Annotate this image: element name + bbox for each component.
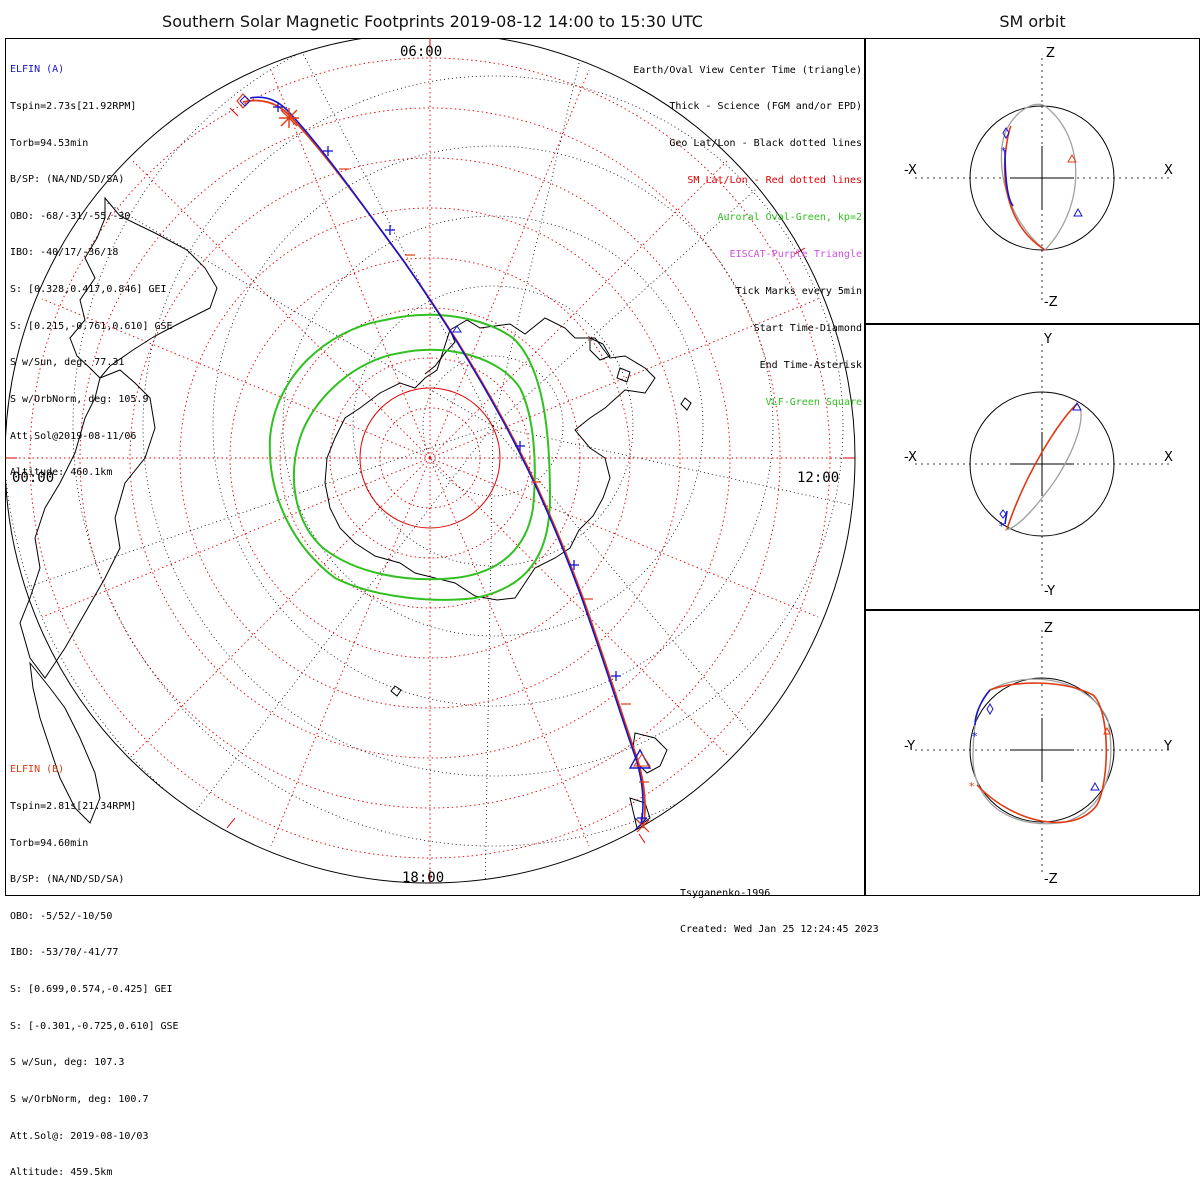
auroral-oval-inner bbox=[292, 349, 536, 581]
elfin-b-line: Tspin=2.81s[21.34RPM] bbox=[10, 801, 137, 813]
legend-oval: Auroral Oval-Green, kp=2 bbox=[717, 212, 863, 224]
footprint-polar-plot bbox=[5, 38, 865, 896]
elfin-b-line: S: [-0.301,-0.725,0.610] GSE bbox=[10, 1020, 179, 1032]
elfin-b-track bbox=[242, 99, 646, 829]
elfin-a-line: B/SP: (NA/ND/SD/SA) bbox=[10, 174, 125, 186]
panel-yz-top-label: Z bbox=[1044, 621, 1053, 636]
elfin-b-line: Torb=94.60min bbox=[10, 837, 89, 849]
orbit-panel-xy: * bbox=[865, 324, 1200, 610]
orbit-panel-yz: * * bbox=[865, 610, 1200, 896]
panel-yz-asterisk-a: * bbox=[972, 730, 978, 743]
legend-end: End Time-Asterisk bbox=[759, 359, 862, 371]
panel-xy-left-label: -X bbox=[904, 450, 917, 465]
panel-yz-left-label: -Y bbox=[904, 739, 916, 754]
time-label-1800: 18:00 bbox=[402, 870, 445, 886]
center-pole-marker bbox=[452, 325, 462, 333]
time-label-0600: 06:00 bbox=[400, 44, 443, 60]
panel-xz-left-label: -X bbox=[904, 163, 917, 178]
elfin-a-start-diamond bbox=[239, 95, 251, 107]
elfin-b-line: S w/OrbNorm, deg: 100.7 bbox=[10, 1093, 149, 1105]
elfin-a-name: ELFIN (A) bbox=[10, 64, 65, 76]
islands bbox=[390, 337, 692, 697]
new-zealand-coastline bbox=[629, 732, 668, 829]
elfin-a-line: S w/OrbNorm, deg: 105.9 bbox=[10, 393, 149, 405]
elfin-b-line: S w/Sun, deg: 107.3 bbox=[10, 1057, 125, 1069]
panel-xy-asterisk: * bbox=[999, 520, 1005, 533]
time-label-1200: 12:00 bbox=[797, 470, 840, 486]
elfin-b-info: ELFIN (B) Tspin=2.81s[21.34RPM] Torb=94.… bbox=[10, 740, 179, 1192]
orbit-panel-xz: * bbox=[865, 38, 1200, 324]
legend-thick: Thick - Science (FGM and/or EPD) bbox=[669, 101, 862, 113]
elfin-a-line: Altitude: 460.1km bbox=[10, 467, 113, 479]
legend-center-time: Earth/Oval View Center Time (triangle) bbox=[633, 64, 862, 76]
credit-model: Tsyganenko-1996 bbox=[680, 888, 771, 899]
legend-sm: SM Lat/Lon - Red dotted lines bbox=[687, 175, 862, 187]
elfin-a-line: Torb=94.53min bbox=[10, 137, 89, 149]
elfin-a-track bbox=[249, 96, 644, 825]
credit: Tsyganenko-1996 Created: Wed Jan 25 12:2… bbox=[680, 864, 879, 948]
africa-coastline bbox=[19, 369, 156, 679]
panel-xy-bottom-label: -Y bbox=[1044, 584, 1056, 599]
elfin-b-start-asterisk bbox=[279, 108, 299, 128]
panel-xy-top-label: Y bbox=[1044, 332, 1052, 347]
elfin-a-line: Att.Sol@2019-08-11/06 bbox=[10, 430, 137, 442]
panel-yz-bottom-label: -Z bbox=[1044, 872, 1058, 887]
panel-xz-asterisk: * bbox=[1001, 146, 1006, 157]
elfin-b-line: Altitude: 459.5km bbox=[10, 1167, 113, 1179]
antarctic-peninsula bbox=[424, 329, 456, 375]
sm-grid bbox=[5, 38, 855, 883]
credit-created: Created: Wed Jan 25 12:24:45 2023 bbox=[680, 924, 879, 935]
elfin-b-line: IBO: -53/70/-41/77 bbox=[10, 947, 119, 959]
legend-start: Start Time-Diamond bbox=[753, 322, 862, 334]
elfin-a-line: IBO: -40/17/-36/18 bbox=[10, 247, 119, 259]
sm-inner-circle bbox=[359, 387, 501, 529]
legend-ticks: Tick Marks every 5min bbox=[735, 285, 862, 297]
elfin-b-end-asterisk bbox=[636, 819, 650, 833]
elfin-a-line: S: [0.328,0.417,0.846] GEI bbox=[10, 284, 167, 296]
elfin-b-line: S: [0.699,0.574,-0.425] GEI bbox=[10, 984, 173, 996]
earth-disk bbox=[5, 38, 856, 884]
time-label-0000: 00:00 bbox=[12, 470, 55, 486]
south-america-coastline bbox=[69, 196, 218, 379]
view-center-triangle-b bbox=[633, 753, 651, 767]
legend-geo: Geo Lat/Lon - Black dotted lines bbox=[669, 138, 862, 150]
legend: Earth/Oval View Center Time (triangle) T… bbox=[633, 40, 862, 421]
elfin-a-line: Tspin=2.73s[21.92RPM] bbox=[10, 101, 137, 113]
elfin-b-line: OBO: -5/52/-10/50 bbox=[10, 910, 113, 922]
elfin-b-ticks bbox=[339, 168, 649, 783]
australia-coastline bbox=[29, 661, 101, 824]
panel-xz-right-label: X bbox=[1164, 163, 1173, 178]
elfin-a-info: ELFIN (A) Tspin=2.73s[21.92RPM] Torb=94.… bbox=[10, 40, 173, 492]
elfin-b-line: Att.Sol@: 2019-08-10/03 bbox=[10, 1130, 149, 1142]
orbit-panel-title: SM orbit bbox=[999, 12, 1066, 31]
elfin-a-line: S: [0.215,-0.761,0.610] GSE bbox=[10, 320, 173, 332]
panel-xz-bottom-label: -Z bbox=[1044, 295, 1058, 310]
elfin-b-name: ELFIN (B) bbox=[10, 764, 65, 776]
auroral-oval-outer bbox=[268, 313, 552, 601]
legend-vlf: VLF-Green Square bbox=[765, 396, 862, 408]
plot-title: Southern Solar Magnetic Footprints 2019-… bbox=[162, 12, 703, 31]
legend-eiscat: EISCAT-Purple Triangle bbox=[729, 249, 862, 261]
panel-xz-top-label: Z bbox=[1046, 46, 1055, 61]
elfin-a-line: S w/Sun, deg: 77.31 bbox=[10, 357, 125, 369]
elfin-a-ticks bbox=[273, 102, 647, 823]
panel-yz-asterisk-b: * bbox=[969, 780, 975, 793]
elfin-b-line: B/SP: (NA/ND/SD/SA) bbox=[10, 874, 125, 886]
elfin-a-line: OBO: -68/-31/-55/-30 bbox=[10, 210, 131, 222]
sm-ticks bbox=[5, 38, 855, 883]
panel-xy-right-label: X bbox=[1164, 450, 1173, 465]
panel-yz-right-label: Y bbox=[1164, 739, 1172, 754]
